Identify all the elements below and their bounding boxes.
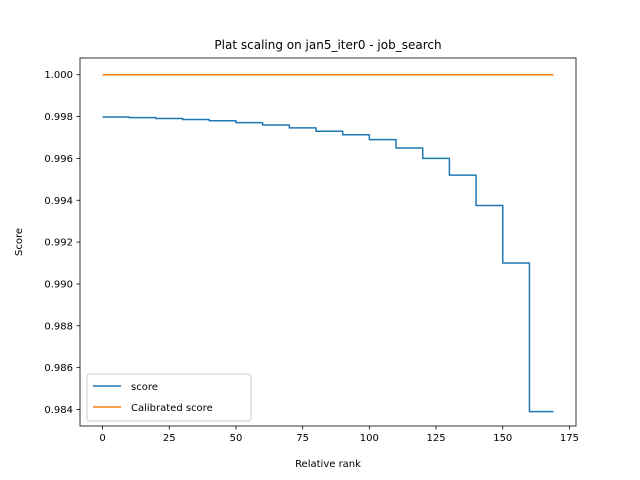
y-tick-label: 0.998	[44, 112, 73, 123]
legend-label: score	[131, 382, 158, 393]
y-tick-label: 0.986	[44, 363, 73, 374]
x-tick-label: 150	[493, 433, 512, 444]
x-tick-label: 100	[360, 433, 379, 444]
x-tick-label: 125	[427, 433, 446, 444]
legend: score Calibrated score	[86, 373, 252, 422]
chart-title: Plat scaling on jan5_iter0 - job_search	[214, 38, 441, 52]
y-tick-label: 0.988	[44, 321, 73, 332]
y-tick-label: 0.996	[44, 154, 73, 165]
x-tick-label: 75	[296, 433, 309, 444]
x-tick-label: 175	[560, 433, 579, 444]
legend-box	[86, 373, 252, 422]
y-axis: 0.984 0.986 0.988 0.990 0.992 0.994 0.996 0.998…	[44, 70, 80, 416]
y-tick-label: 0.994	[44, 196, 73, 207]
y-axis-label: Score	[14, 228, 25, 256]
y-tick-label: 0.984	[44, 405, 73, 416]
series-line-score	[102, 116, 554, 413]
x-tick-label: 0	[99, 433, 105, 444]
x-axis-label: Relative rank	[295, 459, 361, 470]
plot-area	[102, 73, 554, 413]
x-tick-label: 25	[163, 433, 176, 444]
y-tick-label: 0.990	[44, 279, 73, 290]
x-tick-label: 50	[230, 433, 243, 444]
legend-label: Calibrated score	[131, 403, 213, 414]
y-tick-label: 0.992	[44, 238, 73, 249]
y-tick-label: 1.000	[44, 70, 73, 81]
x-axis: 0 25 50 75 100 125 150 175	[99, 426, 579, 444]
